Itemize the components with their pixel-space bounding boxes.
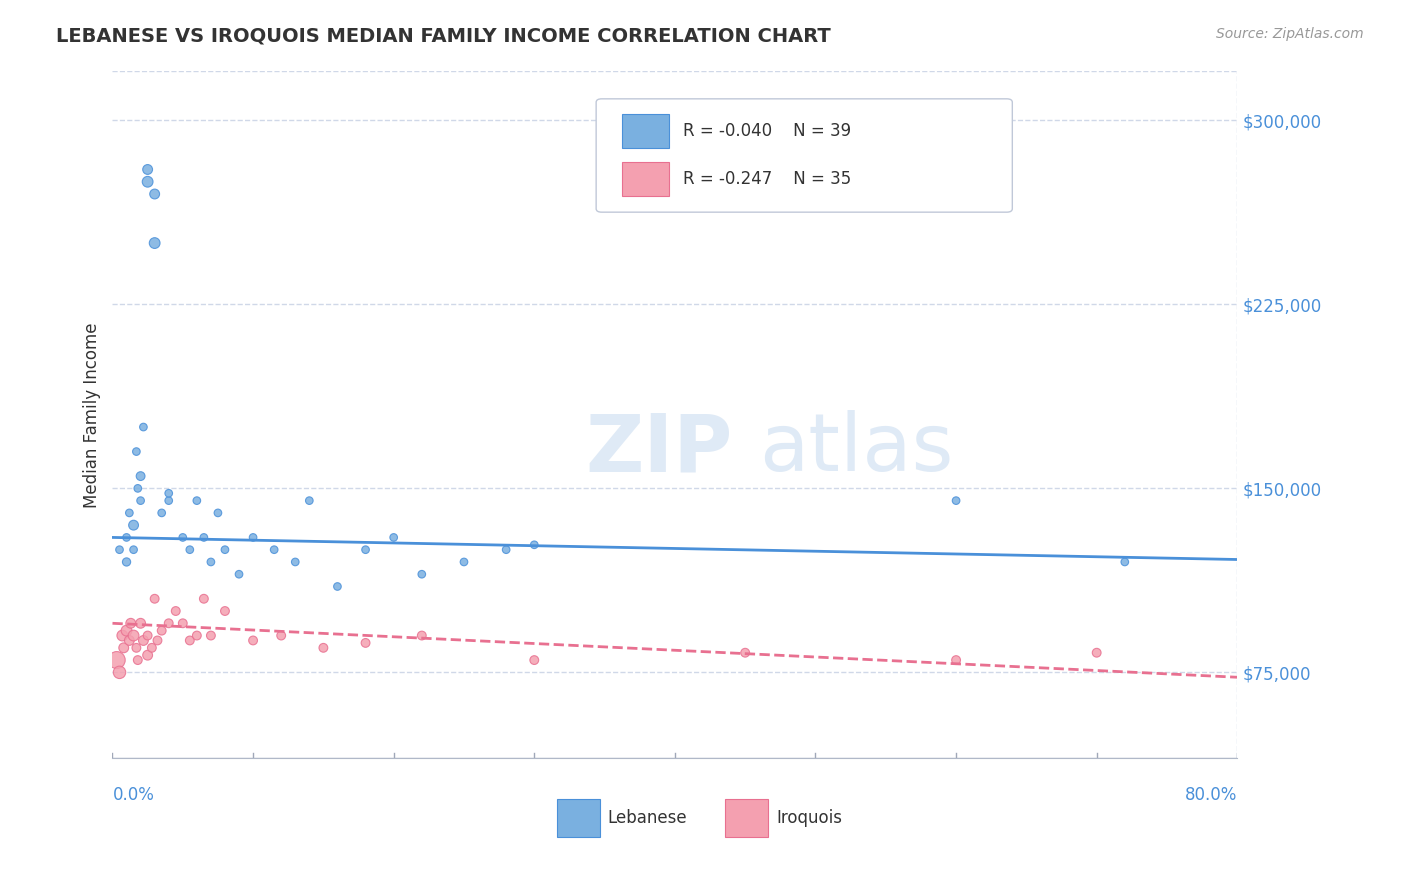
FancyBboxPatch shape	[596, 99, 1012, 212]
Point	[105, 653, 128, 667]
Point	[125, 640, 148, 655]
Point	[111, 628, 134, 642]
Text: R = -0.247    N = 35: R = -0.247 N = 35	[683, 170, 851, 188]
Point	[143, 236, 166, 251]
Point	[108, 665, 131, 680]
Point	[115, 555, 138, 569]
Point	[179, 542, 201, 557]
Point	[122, 542, 145, 557]
Text: 0.0%: 0.0%	[112, 786, 155, 804]
Point	[242, 633, 264, 648]
Point	[214, 604, 236, 618]
Point	[115, 530, 138, 544]
Point	[354, 542, 377, 557]
Point	[150, 506, 173, 520]
Point	[172, 530, 194, 544]
Point	[214, 542, 236, 557]
Point	[193, 591, 215, 606]
Bar	[621, 114, 669, 148]
Point	[136, 175, 159, 189]
Point	[382, 530, 405, 544]
Point	[495, 542, 517, 557]
Point	[228, 567, 250, 582]
Point	[523, 653, 546, 667]
Text: Source: ZipAtlas.com: Source: ZipAtlas.com	[1216, 27, 1364, 41]
Point	[326, 580, 349, 594]
Y-axis label: Median Family Income: Median Family Income	[83, 322, 101, 508]
Bar	[725, 799, 768, 838]
Text: atlas: atlas	[759, 410, 953, 488]
Point	[141, 640, 163, 655]
Point	[108, 542, 131, 557]
Text: LEBANESE VS IROQUOIS MEDIAN FAMILY INCOME CORRELATION CHART: LEBANESE VS IROQUOIS MEDIAN FAMILY INCOM…	[56, 27, 831, 45]
Point	[146, 633, 169, 648]
Point	[165, 604, 187, 618]
Point	[157, 616, 180, 631]
Point	[200, 628, 222, 642]
Point	[136, 648, 159, 662]
Point	[312, 640, 335, 655]
Point	[270, 628, 292, 642]
Text: 80.0%: 80.0%	[1185, 786, 1237, 804]
Point	[284, 555, 307, 569]
Point	[129, 616, 152, 631]
Point	[945, 653, 967, 667]
Point	[734, 646, 756, 660]
Point	[136, 628, 159, 642]
Point	[354, 636, 377, 650]
Point	[453, 555, 475, 569]
Text: Lebanese: Lebanese	[607, 809, 688, 827]
Point	[132, 420, 155, 434]
Point	[115, 624, 138, 638]
Point	[207, 506, 229, 520]
Point	[1114, 555, 1136, 569]
Point	[172, 616, 194, 631]
Point	[118, 633, 141, 648]
Point	[122, 628, 145, 642]
Point	[127, 653, 149, 667]
Point	[143, 591, 166, 606]
Point	[411, 628, 433, 642]
Point	[193, 530, 215, 544]
Point	[136, 162, 159, 177]
Point	[523, 538, 546, 552]
Point	[150, 624, 173, 638]
Point	[242, 530, 264, 544]
Point	[186, 628, 208, 642]
Point	[129, 469, 152, 483]
Point	[127, 482, 149, 496]
Point	[157, 493, 180, 508]
Point	[122, 518, 145, 533]
Point	[186, 493, 208, 508]
Bar	[557, 799, 599, 838]
Point	[298, 493, 321, 508]
Point	[125, 444, 148, 458]
Point	[157, 486, 180, 500]
Point	[200, 555, 222, 569]
Point	[179, 633, 201, 648]
Text: R = -0.040    N = 39: R = -0.040 N = 39	[683, 122, 851, 140]
Point	[411, 567, 433, 582]
Point	[129, 493, 152, 508]
Text: Iroquois: Iroquois	[776, 809, 842, 827]
Point	[132, 633, 155, 648]
Bar	[621, 162, 669, 196]
Point	[945, 493, 967, 508]
Point	[120, 616, 142, 631]
Text: ZIP: ZIP	[585, 410, 733, 488]
Point	[1085, 646, 1108, 660]
Point	[112, 640, 135, 655]
Point	[143, 187, 166, 202]
Point	[263, 542, 285, 557]
Point	[118, 506, 141, 520]
